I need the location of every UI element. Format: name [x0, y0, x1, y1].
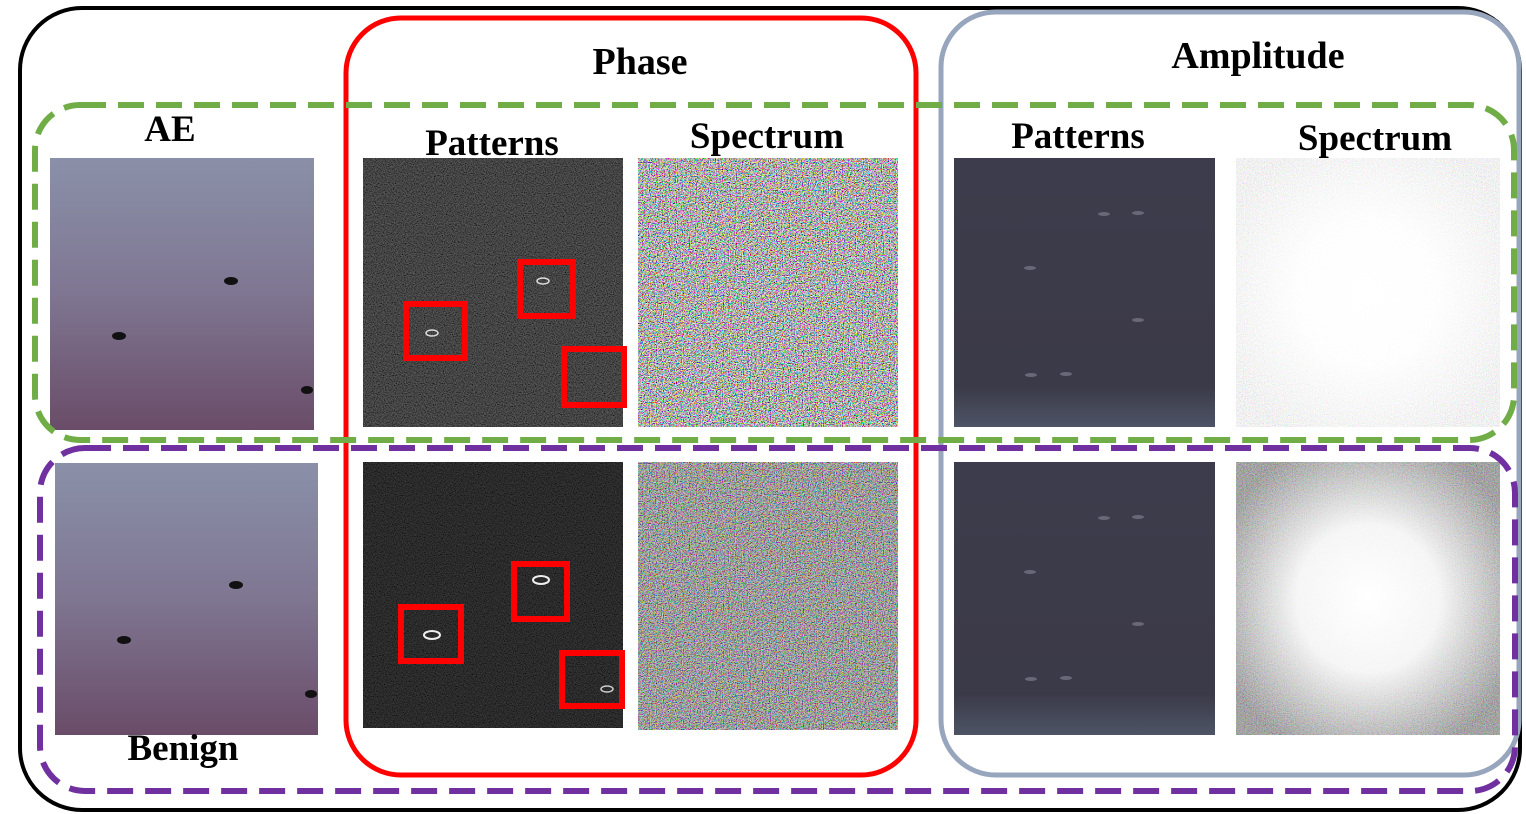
object: [224, 277, 238, 285]
column-label: Spectrum: [1298, 118, 1452, 159]
benign-image: [55, 463, 318, 735]
object: [301, 386, 313, 394]
figure: Phase Amplitude Patterns Spectrum Patter…: [0, 0, 1526, 814]
page: {"groups": [{"title": "Phase", "columns"…: [0, 0, 1526, 814]
row-label: Benign: [127, 728, 238, 769]
column-label: Patterns: [1011, 116, 1145, 157]
amplitude-pattern-image: [954, 158, 1215, 427]
row-label: AE: [144, 109, 195, 150]
phase-pattern-noise: [363, 462, 623, 728]
phase-spectrum-noise: [638, 462, 898, 730]
ae-image: [50, 158, 314, 430]
object: [117, 636, 131, 644]
amplitude-spectrum-glow: [1236, 158, 1500, 427]
group-title: Amplitude: [1171, 35, 1344, 77]
column-label: Spectrum: [690, 116, 844, 157]
object: [112, 332, 126, 340]
column-label: Patterns: [425, 123, 559, 164]
phase-spectrum-image: [638, 158, 898, 427]
phase-pattern-noise: [363, 158, 623, 427]
group-title: Phase: [593, 41, 688, 83]
object: [229, 581, 243, 589]
amplitude-pattern-image: [954, 462, 1215, 735]
amplitude-spectrum-glow: [1236, 462, 1500, 735]
object: [305, 690, 317, 698]
